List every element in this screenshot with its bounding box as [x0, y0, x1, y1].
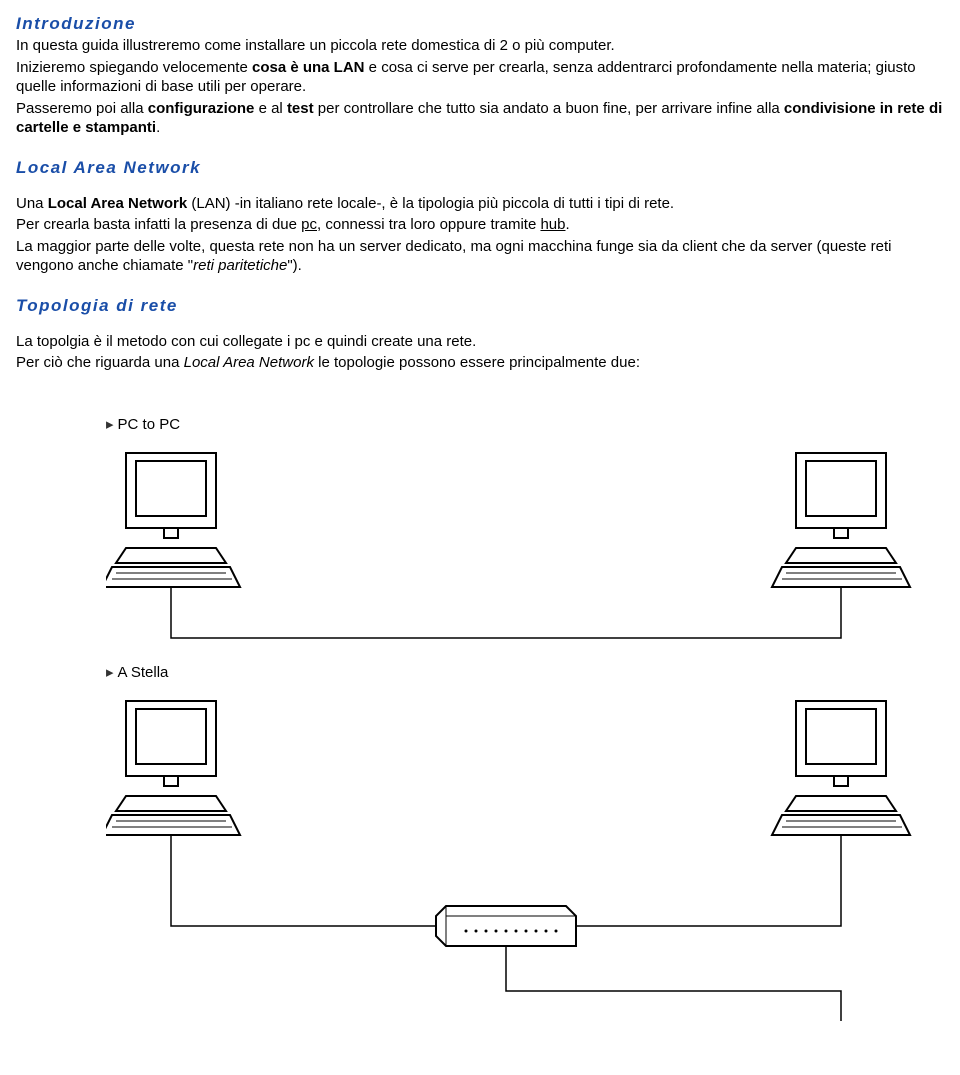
text: Per crearla basta infatti la presenza di… — [16, 216, 301, 233]
lan-paragraph-3: La maggior parte delle volte, questa ret… — [16, 237, 944, 276]
heading-topology: Topologia di rete — [16, 296, 944, 316]
lan-paragraph-1: Una Local Area Network (LAN) -in italian… — [16, 194, 944, 214]
topology-paragraph-1: La topolgia è il metodo con cui collegat… — [16, 332, 944, 352]
heading-intro: Introduzione — [16, 14, 944, 34]
computer-icon — [106, 701, 240, 835]
text-bold: configurazione — [148, 100, 255, 117]
text-bold: cosa è una LAN — [252, 59, 365, 76]
intro-paragraph-1: In questa guida illustreremo come instal… — [16, 36, 944, 56]
heading-lan: Local Area Network — [16, 158, 944, 178]
text: , connessi tra loro oppure tramite — [317, 216, 540, 233]
intro-paragraph-2: Inizieremo spiegando velocemente cosa è … — [16, 58, 944, 97]
diagram-a-stella — [106, 681, 944, 1021]
bullet-icon: ▸ — [106, 663, 114, 681]
topology-paragraph-2: Per ciò che riguarda una Local Area Netw… — [16, 353, 944, 373]
text: (LAN) -in italiano rete locale-, è la ti… — [187, 195, 674, 212]
diagram-pc-to-pc — [106, 433, 944, 663]
text: . — [156, 119, 160, 136]
bullet-pc-to-pc: ▸PC to PC — [106, 415, 944, 433]
text-italic: Local Area Network — [184, 354, 314, 371]
bullet-icon: ▸ — [106, 415, 114, 433]
computer-icon — [772, 701, 910, 835]
text: le topologie possono essere principalmen… — [314, 354, 640, 371]
computer-icon — [106, 453, 240, 587]
cable-line — [171, 588, 841, 638]
text: per controllare che tutto sia andato a b… — [314, 100, 784, 117]
text: Inizieremo spiegando velocemente — [16, 59, 252, 76]
bullet-a-stella: ▸A Stella — [106, 663, 944, 681]
bullet-label: PC to PC — [118, 416, 181, 433]
text-italic: reti paritetiche — [193, 257, 287, 274]
intro-paragraph-3: Passeremo poi alla configurazione e al t… — [16, 99, 944, 138]
bullet-label: A Stella — [118, 664, 169, 681]
cable-line — [576, 836, 841, 926]
link-hub[interactable]: hub — [540, 216, 565, 233]
cable-line — [506, 946, 841, 1021]
cable-line — [171, 836, 436, 926]
text: La maggior parte delle volte, questa ret… — [16, 238, 892, 275]
computer-icon — [772, 453, 910, 587]
text: Una — [16, 195, 48, 212]
text: . — [566, 216, 570, 233]
hub-icon — [436, 906, 576, 946]
text-bold: test — [287, 100, 314, 117]
text: "). — [287, 257, 302, 274]
text-bold: Local Area Network — [48, 195, 188, 212]
link-pc[interactable]: pc — [301, 216, 317, 233]
text: Passeremo poi alla — [16, 100, 148, 117]
lan-paragraph-2: Per crearla basta infatti la presenza di… — [16, 215, 944, 235]
text: e al — [254, 100, 287, 117]
text: Per ciò che riguarda una — [16, 354, 184, 371]
